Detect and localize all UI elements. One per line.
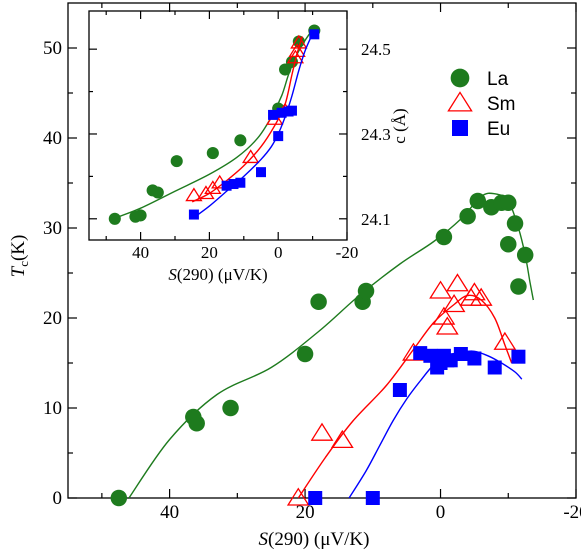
inset-y-tick-label: 24.5 (361, 40, 391, 59)
x-tick-label: -20 (563, 502, 581, 523)
inset-x-tick-label: 20 (201, 243, 218, 262)
point-sm (286, 487, 310, 506)
y-tick-label: 40 (43, 128, 62, 149)
legend-label-eu: Eu (487, 119, 510, 140)
fit-line-la (128, 192, 535, 499)
legend-label-sm: Sm (487, 94, 516, 115)
point-la (500, 235, 517, 253)
inset-x-axis-title-unit: (290) (μV/K) (177, 265, 268, 284)
point-eu (453, 347, 468, 361)
inset-point-la (151, 186, 164, 199)
inset-point-sm (288, 43, 306, 58)
point-sm (435, 316, 459, 335)
x-tick-label: 40 (160, 502, 179, 523)
x-axis-title: S(290) (μV/K) (259, 529, 370, 550)
inset-x-axis-title-symbol: S (168, 265, 177, 284)
inset-point-sm (242, 149, 260, 164)
point-eu (467, 351, 482, 366)
fit-line-sm (297, 294, 513, 499)
inset-point-eu (286, 105, 297, 116)
point-la (222, 399, 239, 417)
point-eu (392, 383, 407, 397)
inset-frame (88, 10, 348, 241)
inset-point-sm (290, 34, 308, 49)
inset-point-la (108, 212, 121, 225)
inset-point-eu (235, 177, 246, 188)
inset-point-la (285, 55, 299, 68)
inset-fit-line-sm (191, 36, 303, 203)
point-la (516, 246, 534, 264)
inset-point-eu (273, 131, 284, 142)
inset-point-la (234, 134, 247, 147)
y-tick-label: 50 (43, 38, 62, 59)
point-la (296, 345, 314, 363)
inset-point-eu (188, 209, 199, 220)
inset-point-sm (197, 185, 215, 200)
y-axis-title-unit: (K) (8, 235, 29, 261)
point-la (310, 293, 327, 311)
legend-marker-la (450, 68, 470, 88)
point-sm (442, 293, 466, 313)
point-la (459, 208, 476, 225)
y-tick-label: 30 (43, 218, 62, 239)
point-la (435, 228, 453, 246)
inset-point-eu (268, 109, 279, 120)
x-axis-title-symbol: S (259, 529, 269, 550)
point-la (188, 415, 205, 432)
point-eu (308, 491, 323, 505)
x-tick-label: 20 (296, 502, 315, 523)
inset-x-tick-label: -20 (336, 243, 359, 262)
point-sm (446, 273, 469, 292)
inset-x-tick-label: 0 (274, 243, 283, 262)
inset-point-eu (228, 179, 239, 190)
point-sm (462, 282, 486, 301)
inset-point-eu (256, 167, 266, 178)
point-sm (429, 280, 452, 299)
point-sm (493, 331, 517, 350)
y-tick-label: 20 (43, 308, 62, 329)
y-tick-label: 0 (53, 488, 63, 509)
y-axis-title-symbol: T (8, 265, 29, 277)
legend-label-la: La (487, 69, 509, 90)
point-sm (469, 287, 493, 306)
inset-x-axis-title: S(290) (μV/K) (168, 265, 267, 284)
point-eu (487, 360, 502, 375)
point-eu (365, 491, 380, 505)
inset-y-axis-title: c (Å) (390, 108, 409, 143)
point-la (110, 489, 128, 507)
legend: La Sm Eu (447, 68, 516, 140)
inset-y-tick-label: 24.3 (361, 125, 391, 144)
y-axis-title: Tc(K) (8, 235, 31, 278)
inset-point-eu (309, 29, 320, 40)
point-sm (330, 429, 354, 449)
point-la (357, 282, 375, 300)
inset-point-la (134, 209, 147, 222)
point-sm (310, 422, 334, 441)
inset-point-la (206, 147, 219, 160)
x-tick-label: 0 (436, 502, 446, 523)
inset-point-sm (185, 187, 203, 202)
y-axis-title-subscript: c (16, 261, 31, 267)
inset-x-tick-label: 40 (132, 243, 149, 262)
inset-point-eu (221, 180, 232, 191)
legend-marker-sm (447, 91, 473, 112)
y-tick-label: 10 (43, 398, 62, 419)
point-la (500, 194, 517, 212)
point-la (506, 215, 524, 232)
inset-point-eu (276, 107, 287, 118)
point-eu (511, 349, 526, 364)
point-la (469, 192, 487, 210)
inset-y-tick-label: 24.1 (361, 210, 391, 229)
inset-point-la (170, 155, 183, 168)
legend-marker-eu (452, 120, 468, 136)
x-axis-title-unit: (290) (μV/K) (268, 529, 369, 550)
point-la (510, 278, 527, 295)
